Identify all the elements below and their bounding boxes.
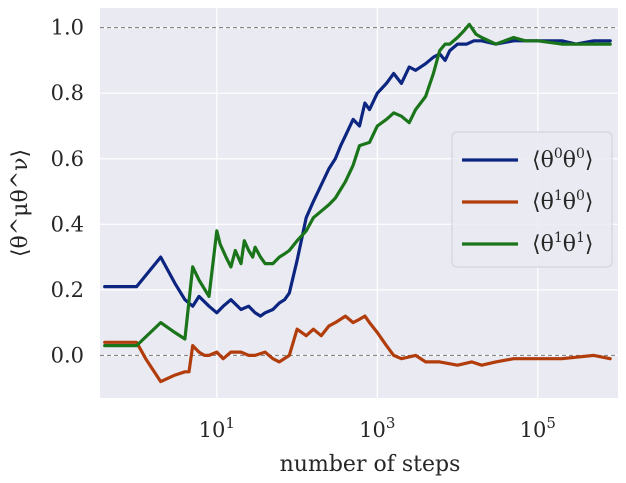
y-tick-label: 0.6	[51, 147, 84, 171]
legend-label: ⟨θ1θ0⟩	[532, 188, 594, 215]
y-tick-label: 1.0	[51, 16, 84, 40]
series-lines	[103, 22, 612, 384]
y-axis-label: ⟨θ^μθ^ν⟩	[8, 149, 33, 257]
y-tick-labels: 0.0 0.2 0.4 0.6 0.8 1.0	[51, 16, 84, 368]
legend-label: ⟨θ0θ0⟩	[532, 146, 594, 173]
series-line-0	[103, 39, 612, 318]
legend: ⟨θ0θ0⟩ ⟨θ1θ0⟩ ⟨θ1θ1⟩	[451, 131, 613, 268]
y-tick-label: 0.4	[51, 212, 84, 236]
reference-lines	[100, 27, 618, 356]
series-line-2	[103, 22, 612, 348]
x-tick-label: 103	[359, 414, 395, 442]
y-tick-label: 0.2	[51, 278, 84, 302]
legend-box	[451, 131, 613, 268]
legend-label: ⟨θ1θ1⟩	[532, 230, 594, 257]
x-tick-labels: 101 103 105	[199, 414, 556, 442]
y-tick-label: 0.0	[51, 343, 84, 367]
x-axis-label: number of steps	[280, 452, 461, 477]
series-line-1	[103, 314, 612, 384]
y-tick-label: 0.8	[51, 81, 84, 105]
x-tick-label: 101	[199, 414, 235, 442]
x-tick-label: 105	[520, 414, 556, 442]
